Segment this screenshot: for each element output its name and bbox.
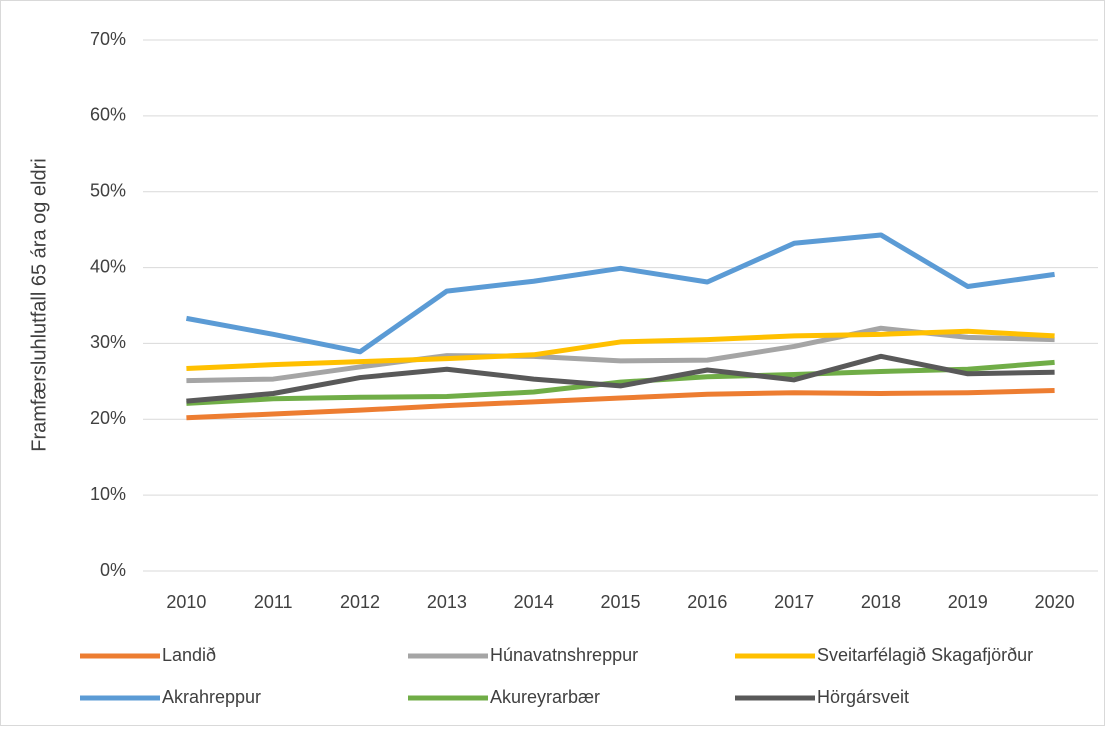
x-tick-label: 2013 <box>427 592 467 612</box>
series-line <box>185 232 1055 355</box>
x-tick-label: 2019 <box>948 592 988 612</box>
legend-label: Hörgársveit <box>817 687 909 707</box>
x-tick-label: 2011 <box>254 592 293 612</box>
x-tick-label: 2010 <box>166 592 206 612</box>
y-tick-label: 10% <box>90 484 126 504</box>
legend-label: Sveitarfélagið Skagafjörður <box>817 645 1033 665</box>
y-axis-label: Framfærsluhlutfall 65 ára og eldri <box>28 158 50 451</box>
legend-label: Akureyrarbær <box>490 687 600 707</box>
y-tick-label: 70% <box>90 29 126 49</box>
legend-label: Akrahreppur <box>162 687 261 707</box>
series-line <box>186 328 1055 371</box>
x-tick-label: 2018 <box>861 592 901 612</box>
y-tick-label: 30% <box>90 332 126 352</box>
x-tick-label: 2020 <box>1035 592 1075 612</box>
y-tick-label: 50% <box>90 180 126 200</box>
series-line <box>186 359 1055 406</box>
y-tick-label: 0% <box>100 560 126 580</box>
y-tick-label: 40% <box>90 256 126 276</box>
x-tick-label: 2012 <box>340 592 380 612</box>
legend-label: Húnavatnshreppur <box>490 645 638 665</box>
y-tick-label: 20% <box>90 408 126 428</box>
x-tick-label: 2015 <box>600 592 640 612</box>
x-tick-label: 2014 <box>514 592 554 612</box>
x-tick-label: 2016 <box>687 592 727 612</box>
series-line <box>186 387 1055 421</box>
y-tick-label: 60% <box>90 105 126 125</box>
x-tick-label: 2017 <box>774 592 814 612</box>
legend-label: Landið <box>162 645 216 665</box>
series-line <box>186 353 1055 404</box>
